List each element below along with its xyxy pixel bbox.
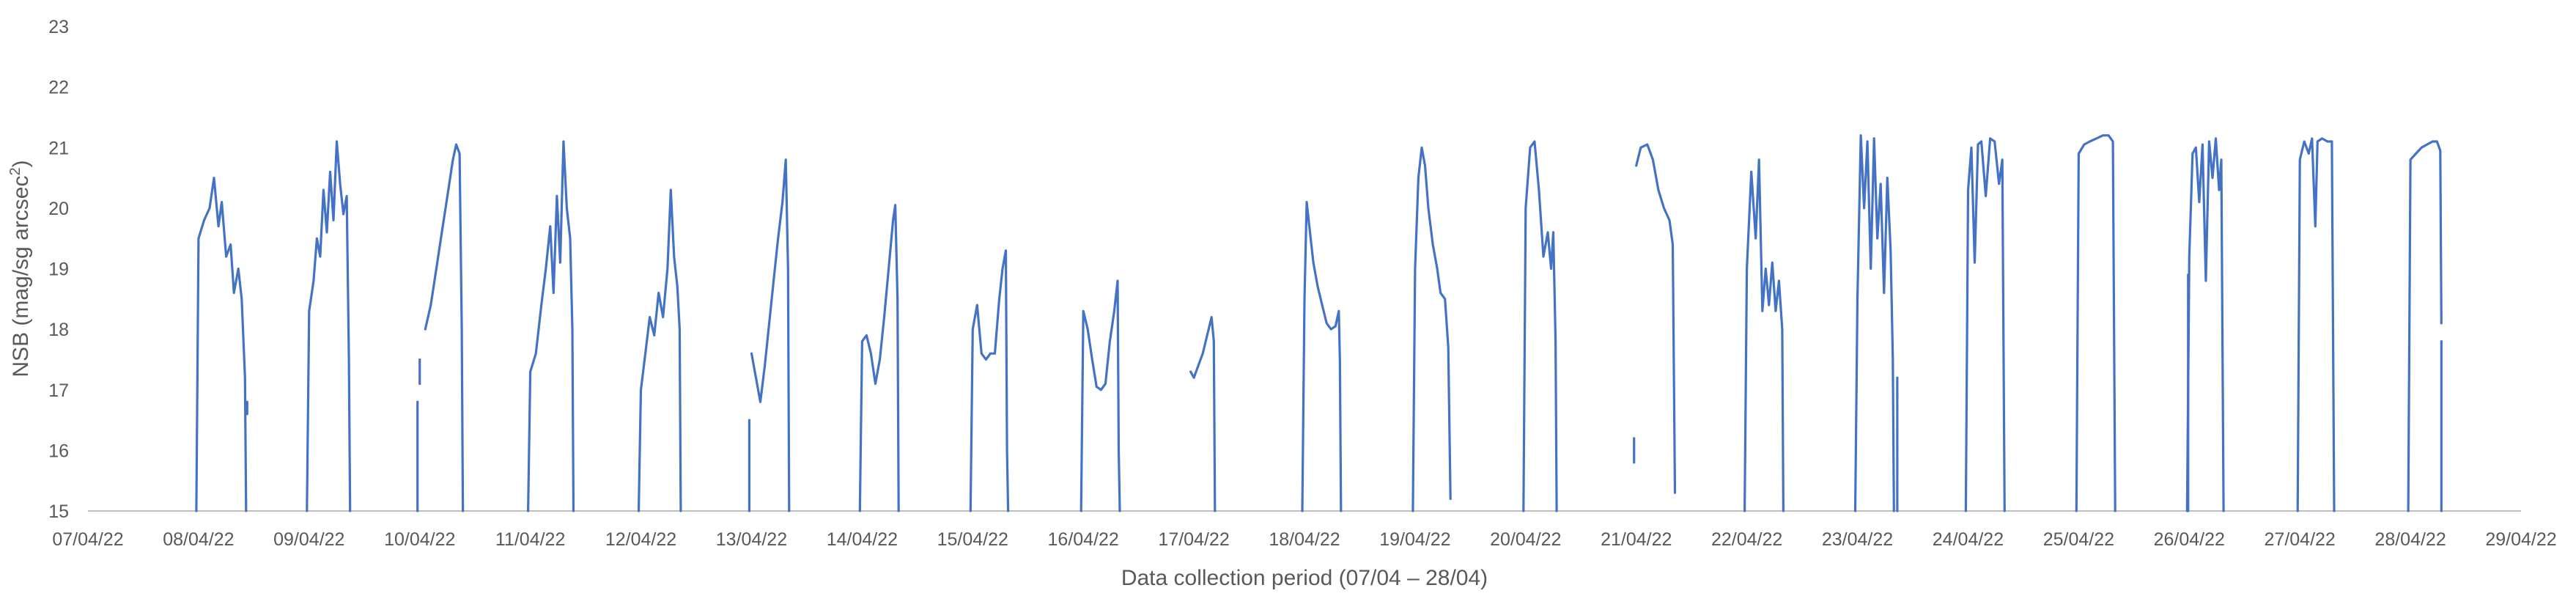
y-tick-label: 18 (48, 320, 69, 340)
y-tick-label: 17 (48, 380, 69, 401)
x-tick-label: 20/04/22 (1490, 529, 1561, 550)
x-tick-label: 19/04/22 (1379, 529, 1450, 550)
x-tick-label: 09/04/22 (273, 529, 344, 550)
y-axis-title-suffix: ) (9, 160, 33, 167)
night-curve (1189, 316, 1217, 512)
x-tick-label: 21/04/22 (1601, 529, 1672, 550)
night-curve (1411, 146, 1452, 512)
x-tick-label: 16/04/22 (1048, 529, 1119, 550)
y-tick-label: 19 (48, 260, 69, 280)
night-curve (1522, 140, 1558, 512)
x-tick-label: 18/04/22 (1269, 529, 1340, 550)
y-tick-label: 22 (48, 78, 69, 98)
night-curve (195, 177, 248, 512)
x-tick-label: 29/04/22 (2485, 529, 2556, 550)
y-tick-label: 21 (48, 138, 69, 158)
night-curve (306, 140, 352, 512)
x-tick-label: 17/04/22 (1158, 529, 1229, 550)
night-curve (527, 140, 575, 512)
x-tick-label: 23/04/22 (1822, 529, 1893, 550)
night-curve (1743, 158, 1785, 512)
night-curve (1964, 137, 2006, 512)
x-tick-label: 25/04/22 (2043, 529, 2114, 550)
night-curve (750, 158, 791, 512)
night-curve (424, 143, 465, 512)
x-tick-label: 14/04/22 (827, 529, 898, 550)
night-curve (1301, 201, 1343, 512)
x-tick-label: 26/04/22 (2154, 529, 2225, 550)
y-axis-title-text: NSB (mag/sg arcsec (9, 176, 33, 378)
x-tick-label: 12/04/22 (605, 529, 676, 550)
x-tick-label: 08/04/22 (163, 529, 234, 550)
x-axis-title: Data collection period (07/04 – 28/04) (1121, 566, 1488, 590)
night-curve (858, 204, 900, 512)
x-axis-ticks: 07/04/22 08/04/22 09/04/22 10/04/22 11/04/22… (52, 529, 2556, 550)
x-tick-label: 13/04/22 (716, 529, 787, 550)
y-tick-label: 15 (48, 501, 69, 522)
night-curve (1853, 134, 1895, 512)
y-tick-label: 20 (48, 199, 69, 219)
night-curve (2296, 137, 2336, 512)
x-tick-label: 15/04/22 (937, 529, 1008, 550)
y-axis-title-superscript: 2 (7, 167, 23, 175)
x-tick-label: 27/04/22 (2265, 529, 2336, 550)
night-curve (2407, 140, 2443, 512)
night-curve (2075, 134, 2116, 512)
night-curve (1635, 143, 1677, 494)
x-tick-label: 11/04/22 (495, 529, 565, 550)
x-tick-label: 10/04/22 (384, 529, 455, 550)
night-curve (969, 249, 1010, 512)
x-tick-label: 22/04/22 (1711, 529, 1782, 550)
night-curve (2185, 137, 2225, 512)
x-tick-label: 28/04/22 (2374, 529, 2446, 550)
y-tick-label: 23 (48, 17, 69, 37)
y-axis-ticks: 15 16 17 18 19 20 21 22 23 (48, 17, 69, 522)
night-curve (1080, 279, 1121, 512)
x-tick-label: 24/04/22 (1933, 529, 2004, 550)
y-axis-title: NSB (mag/sg arcsec2) (7, 160, 33, 377)
y-tick-label: 16 (48, 441, 69, 461)
night-curve (637, 188, 682, 512)
nsb-series (195, 134, 2443, 512)
x-tick-label: 07/04/22 (52, 529, 123, 550)
